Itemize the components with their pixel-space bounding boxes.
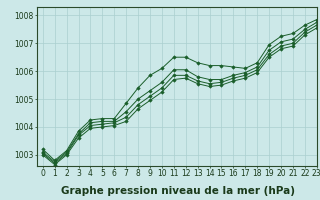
Text: Graphe pression niveau de la mer (hPa): Graphe pression niveau de la mer (hPa) [60,186,295,196]
